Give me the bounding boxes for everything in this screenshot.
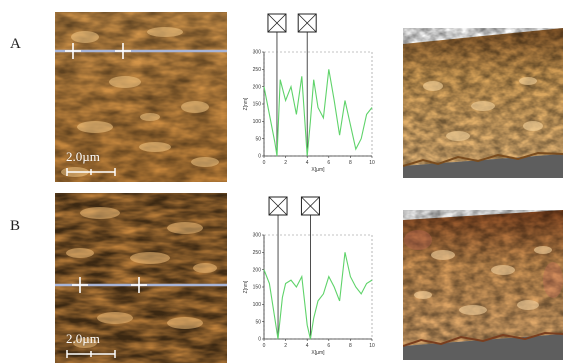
scale-bar-label-a: 2.0µm — [66, 149, 100, 164]
y-tick-label-a-3: 150 — [253, 102, 262, 108]
y-axis-title-a: Z[nm] — [243, 97, 249, 110]
x-tick-label-b-1: 2 — [284, 343, 287, 349]
y-tick-label-a-1: 50 — [255, 136, 261, 142]
y-tick-label-b-0: 0 — [258, 337, 261, 343]
y-tick-label-b-5: 250 — [253, 250, 262, 256]
cursor-marker-b-0 — [268, 196, 288, 339]
x-tick-label-a-3: 6 — [327, 160, 330, 166]
cursor-marker-b-1 — [300, 196, 320, 339]
x-tick-label-a-5: 10 — [369, 160, 375, 166]
y-tick-label-b-6: 300 — [253, 233, 262, 239]
x-tick-label-b-0: 0 — [263, 343, 266, 349]
afm-3d-surface-a — [403, 26, 563, 178]
y-axis-title-b: Z[nm] — [243, 280, 249, 293]
x-tick-label-b-3: 6 — [327, 343, 330, 349]
afm-texture-b — [55, 193, 227, 363]
cursor-marker-a-0 — [267, 13, 287, 156]
afm-3d-surface-b — [403, 210, 563, 360]
profile-series-line-b — [263, 252, 373, 340]
afm-image-a — [55, 12, 227, 182]
x-tick-label-b-2: 4 — [306, 343, 309, 349]
y-tick-label-a-0: 0 — [258, 154, 261, 160]
scale-bar-a — [66, 168, 116, 176]
x-tick-label-b-5: 10 — [369, 343, 375, 349]
panel-b-label: B — [10, 218, 21, 234]
y-tick-label-a-5: 250 — [253, 67, 262, 73]
x-tick-label-a-1: 2 — [284, 160, 287, 166]
y-tick-label-b-3: 150 — [253, 285, 262, 291]
panel-a-label: A — [10, 36, 21, 52]
afm-texture-a — [55, 12, 227, 182]
x-tick-label-b-4: 8 — [349, 343, 352, 349]
x-tick-label-a-2: 4 — [306, 160, 309, 166]
x-axis-title-a: X[µm] — [311, 167, 325, 173]
y-tick-label-b-2: 100 — [253, 302, 262, 308]
x-tick-label-a-4: 8 — [349, 160, 352, 166]
scale-bar-b — [66, 350, 116, 358]
y-tick-label-a-4: 200 — [253, 84, 262, 90]
x-axis-title-b: X[µm] — [311, 350, 325, 356]
y-tick-label-a-6: 300 — [253, 50, 262, 56]
x-tick-label-a-0: 0 — [263, 160, 266, 166]
cursor-marks-b — [72, 277, 147, 293]
cursor-marker-a-1 — [297, 13, 317, 156]
y-tick-label-a-2: 100 — [253, 119, 262, 125]
y-tick-label-b-4: 200 — [253, 267, 262, 273]
y-tick-label-b-1: 50 — [255, 319, 261, 325]
scale-bar-label-b: 2.0µm — [66, 331, 100, 346]
profile-series-line-a — [263, 69, 373, 157]
cursor-marks-a — [65, 43, 131, 59]
afm-image-b — [55, 193, 227, 363]
